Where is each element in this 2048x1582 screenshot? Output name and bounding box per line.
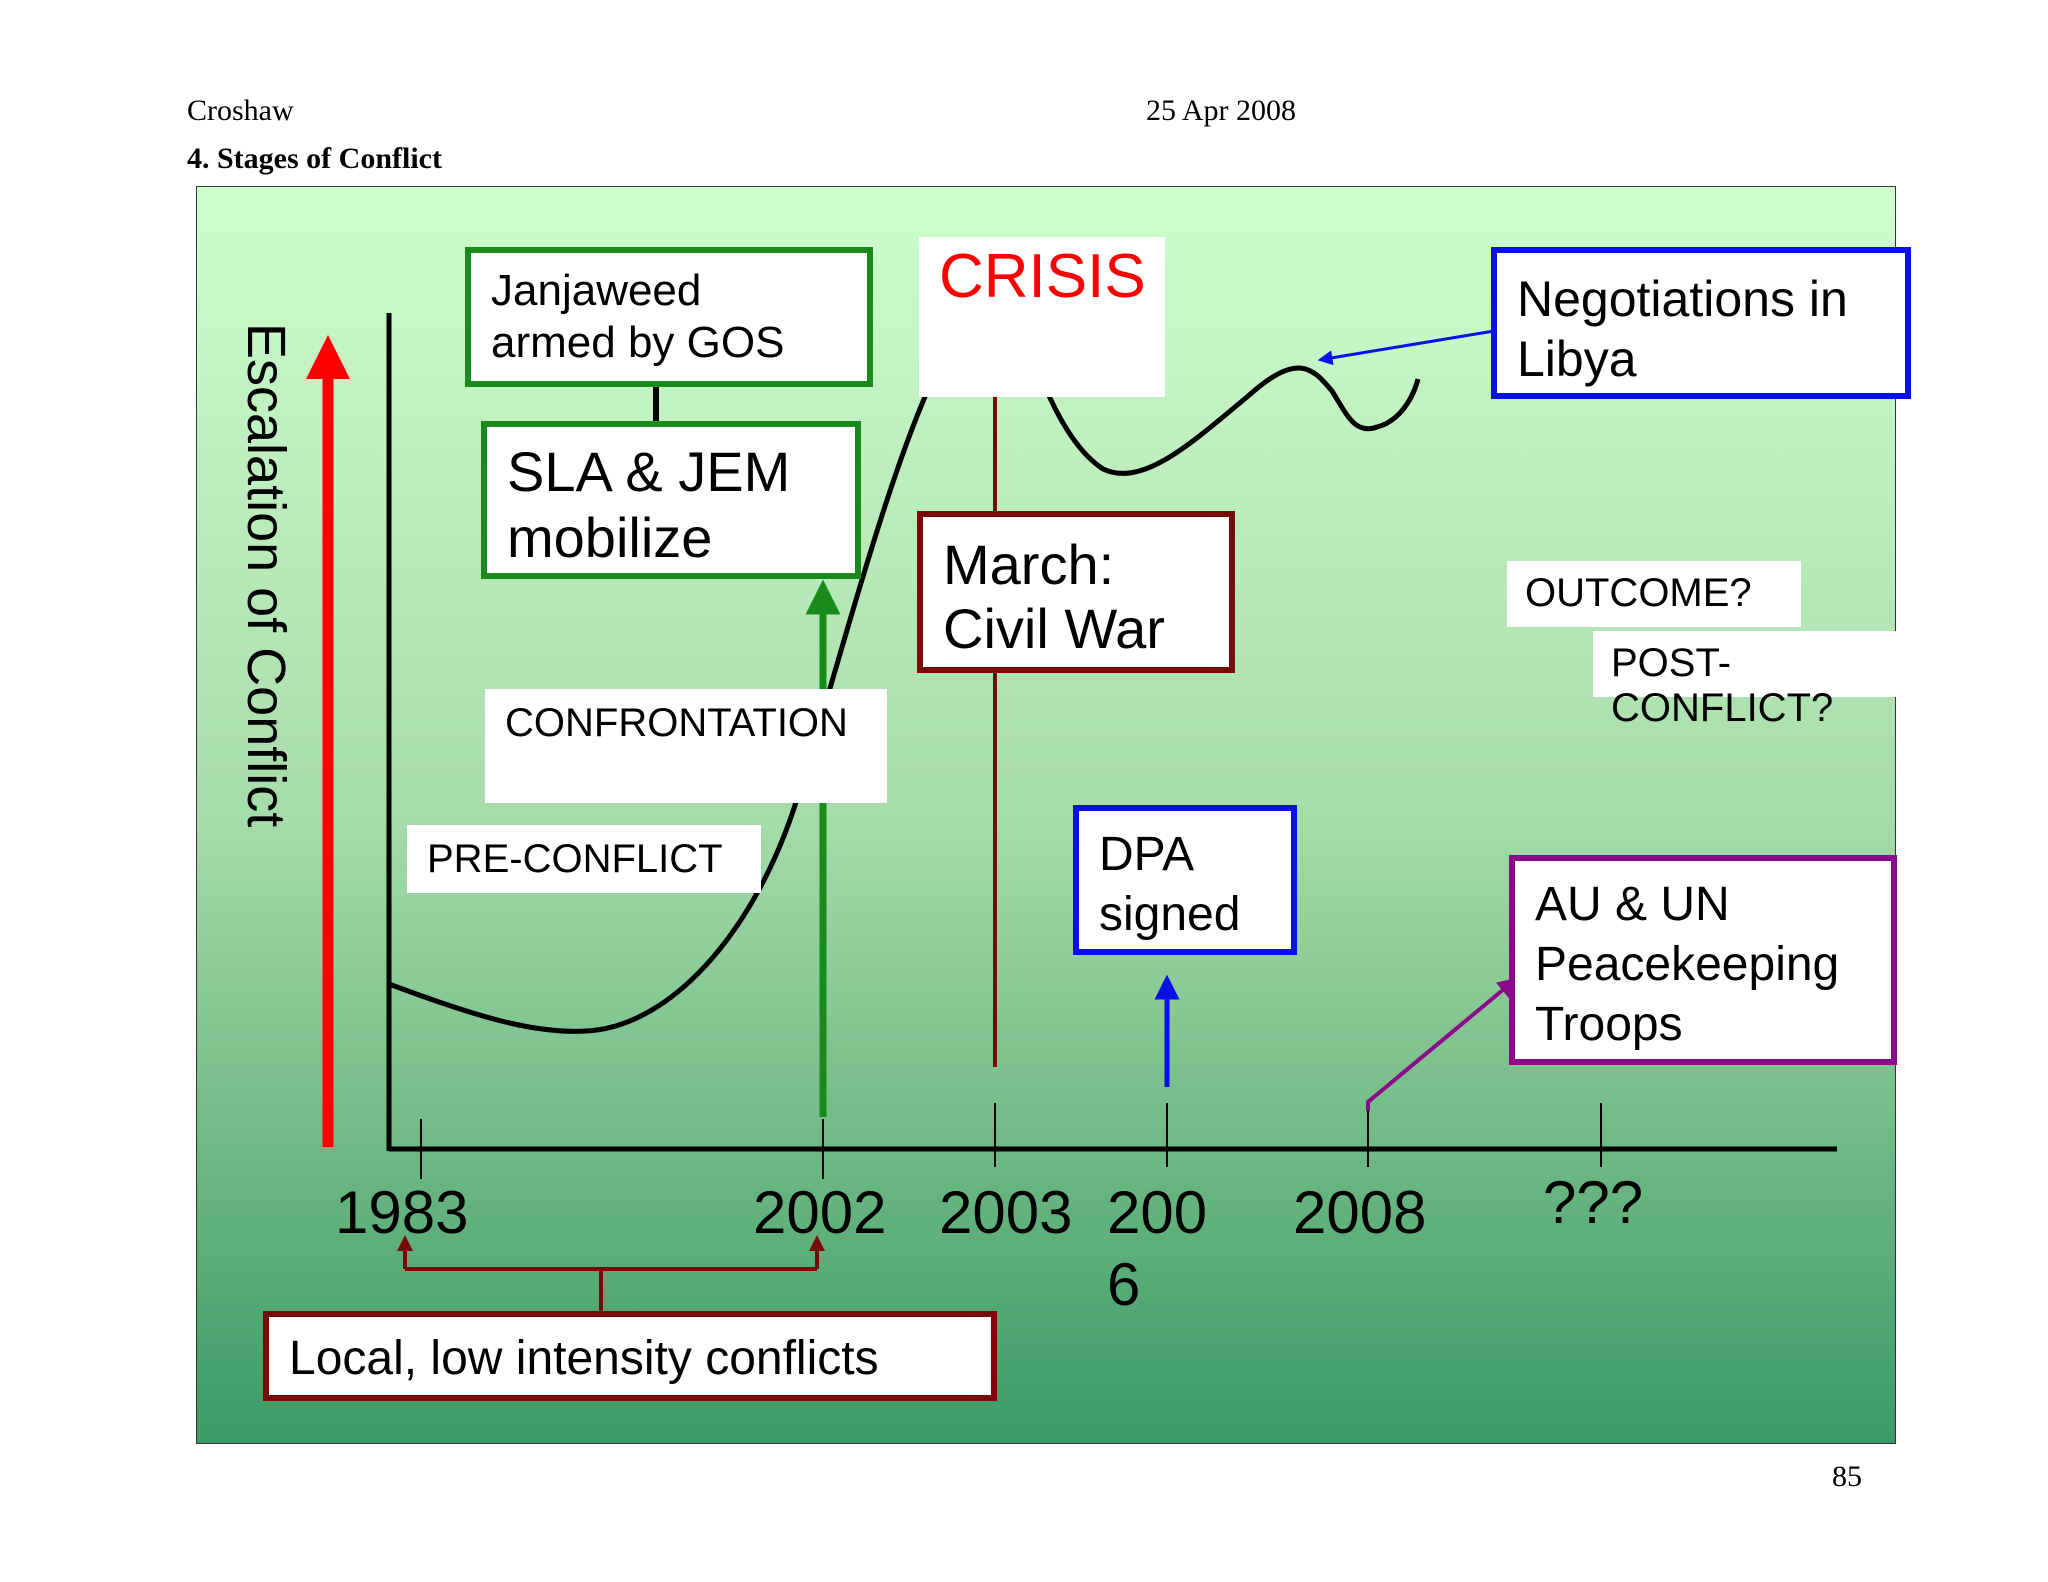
local-conflicts-bracket [397, 1235, 825, 1311]
document-date: 25 Apr 2008 [1146, 94, 1296, 127]
x-tick-label: ??? [1543, 1169, 1644, 1236]
stage-crisis: CRISIS [919, 237, 1165, 397]
stage-pre-conflict: PRE-CONFLICT [407, 825, 761, 893]
document-author: Croshaw [187, 94, 294, 127]
dpa-box: DPA signed [1073, 805, 1297, 955]
negotiations-box: Negotiations in Libya [1491, 247, 1911, 399]
page-number: 85 [1832, 1460, 1862, 1493]
stage-post-conflict: POST-CONFLICT? [1593, 631, 1899, 730]
peacekeeping-box: AU & UN Peacekeeping Troops [1509, 855, 1897, 1065]
conflict-diagram [306, 313, 1837, 1311]
x-tick-label: 200 6 [1107, 1179, 1208, 1318]
x-tick-label: 2003 [939, 1179, 1073, 1246]
slide-panel: Escalation of Conflict 1983 2002 2003 20… [196, 186, 1911, 1444]
stage-confrontation: CONFRONTATION [485, 689, 887, 803]
peacekeeping-arrow [1366, 977, 1518, 1111]
negotiations-arrow [1317, 329, 1495, 366]
conflict-curve [388, 341, 1421, 1034]
y-axis-label: Escalation of Conflict [236, 323, 296, 828]
civil-war-box: March: Civil War [917, 511, 1235, 673]
janjaweed-box: Janjaweed armed by GOS [465, 247, 873, 387]
stage-outcome: OUTCOME? [1507, 561, 1801, 627]
x-tick-label: 1983 [335, 1179, 469, 1246]
x-tick-label: 2008 [1293, 1179, 1427, 1246]
page-title: 4. Stages of Conflict [187, 142, 442, 175]
x-tick-marks [420, 1103, 1602, 1179]
sla-jem-box: SLA & JEM mobilize [481, 421, 861, 579]
local-conflicts-box: Local, low intensity conflicts [263, 1311, 997, 1401]
x-tick-label: 2002 [753, 1179, 887, 1246]
